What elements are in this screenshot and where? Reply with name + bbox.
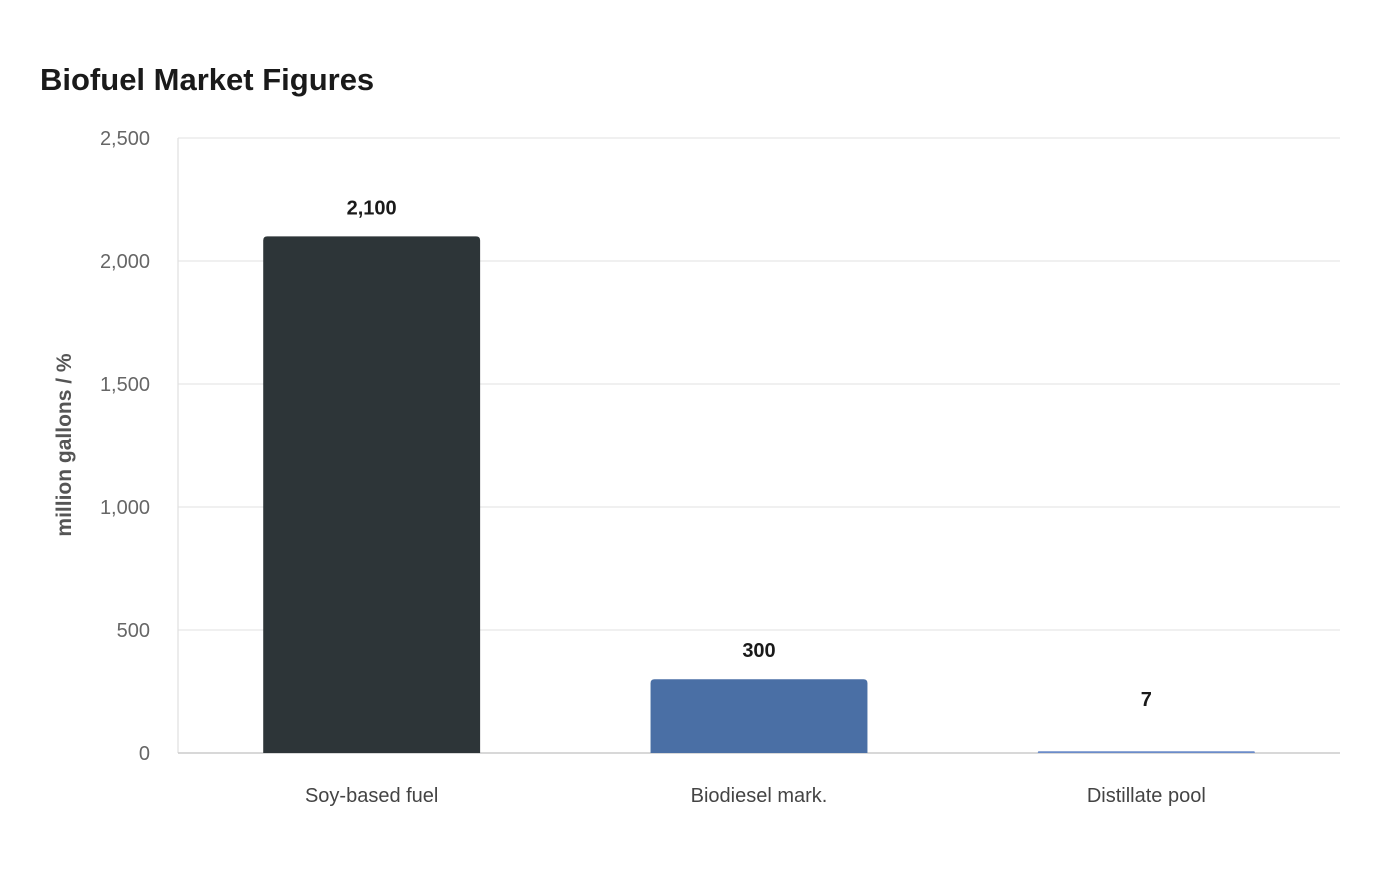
x-category-label: Distillate pool xyxy=(1087,785,1206,807)
data-label: 7 xyxy=(1141,689,1152,711)
y-tick-label: 500 xyxy=(117,620,150,642)
bar-distillate-pool xyxy=(1037,751,1255,753)
x-category-label: Soy-based fuel xyxy=(305,785,438,807)
y-tick-label: 2,500 xyxy=(100,128,150,150)
data-label: 300 xyxy=(742,640,775,662)
data-labels: 2,100 300 7 xyxy=(347,197,1152,711)
bar-biodiesel-mark xyxy=(650,679,868,753)
y-tick-label: 2,000 xyxy=(100,251,150,273)
y-tick-label: 1,500 xyxy=(100,374,150,396)
data-label: 2,100 xyxy=(347,197,397,219)
y-tick-label: 1,000 xyxy=(100,497,150,519)
x-category-label: Biodiesel mark. xyxy=(691,785,828,807)
chart-title: Biofuel Market Figures xyxy=(40,62,375,97)
y-axis-title: million gallons / % xyxy=(53,353,76,537)
bar-soy-based-fuel xyxy=(263,236,481,753)
category-labels: Soy-based fuel Biodiesel mark. Distillate … xyxy=(305,785,1206,807)
bars xyxy=(263,236,1255,753)
y-tick-label: 0 xyxy=(139,743,150,765)
y-tick-labels: 0 500 1,000 1,500 2,000 2,500 xyxy=(100,128,150,765)
